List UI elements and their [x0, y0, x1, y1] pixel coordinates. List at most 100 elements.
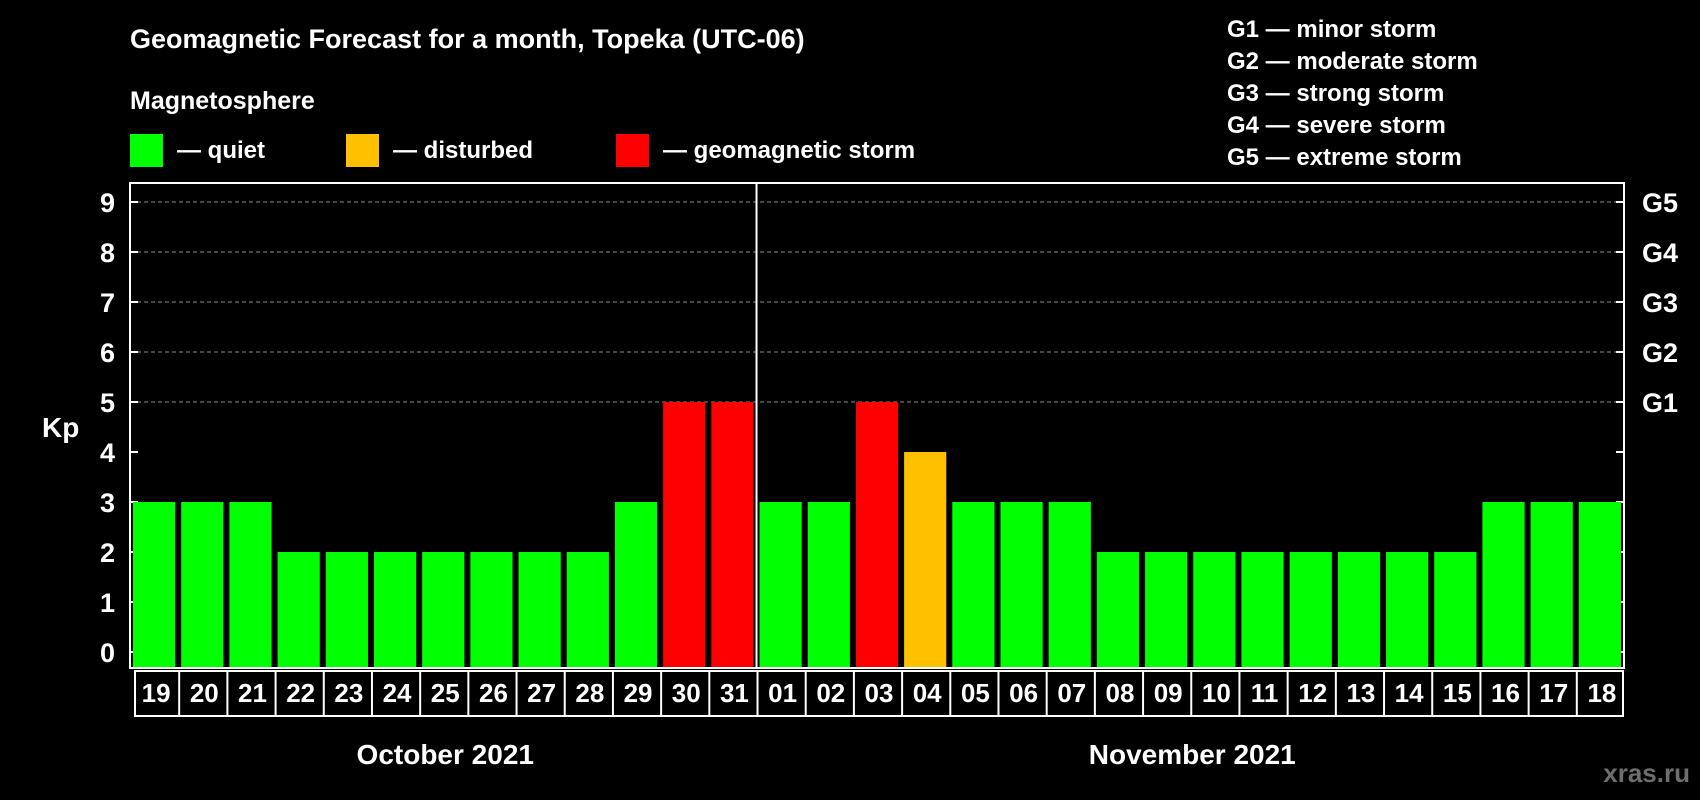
bar	[807, 502, 850, 667]
bar	[1145, 552, 1188, 667]
bar	[1241, 552, 1284, 667]
x-tick-label: 03	[865, 678, 894, 708]
x-tick-label: 24	[383, 678, 412, 708]
x-tick-label: 07	[1057, 678, 1086, 708]
x-tick-label: 22	[286, 678, 315, 708]
bar	[855, 402, 899, 667]
x-tick-label: 21	[238, 678, 267, 708]
bar	[952, 502, 995, 667]
bar	[133, 502, 176, 667]
bar	[1096, 552, 1140, 667]
x-tick-label: 28	[575, 678, 604, 708]
legend-swatch-storm	[616, 134, 649, 167]
storm-scale-g4: G4 — severe storm	[1227, 112, 1446, 139]
x-tick-label: 04	[913, 678, 942, 708]
bar	[1000, 502, 1043, 667]
y-tick-label: 9	[100, 188, 115, 218]
x-tick-label: 11	[1251, 678, 1279, 708]
bar	[181, 502, 224, 667]
x-tick-label: 02	[816, 678, 845, 708]
bar	[759, 502, 802, 667]
storm-level-label: G4	[1642, 238, 1678, 268]
x-tick-label: 26	[479, 678, 508, 708]
x-tick-label: 17	[1539, 678, 1568, 708]
storm-level-label: G5	[1642, 188, 1678, 218]
x-tick-label: 06	[1009, 678, 1038, 708]
bar	[1386, 552, 1429, 667]
bar	[470, 552, 513, 667]
x-tick-label: 12	[1298, 678, 1327, 708]
watermark: xras.ru	[1603, 758, 1690, 788]
x-tick-label: 18	[1587, 678, 1616, 708]
legend: — quiet — disturbed — geomagnetic storm	[130, 134, 915, 167]
bar	[1048, 502, 1091, 667]
bar	[711, 402, 754, 667]
bar	[614, 502, 658, 667]
x-tick-label: 19	[142, 678, 171, 708]
storm-scale-legend: G1 — minor storm G2 — moderate storm G3 …	[1227, 16, 1478, 171]
bar	[373, 552, 417, 667]
plot-frame	[129, 182, 1625, 669]
y-tick-label: 6	[100, 338, 115, 368]
x-tick-label: 27	[527, 678, 556, 708]
x-tick-label: 20	[190, 678, 219, 708]
x-tick-label: 10	[1202, 678, 1231, 708]
y-tick-label: 2	[100, 538, 115, 568]
storm-level-label: G1	[1642, 388, 1678, 418]
legend-swatch-quiet	[130, 134, 163, 167]
bar	[1193, 552, 1236, 667]
x-tick-label: 29	[624, 678, 653, 708]
x-tick-label: 30	[672, 678, 701, 708]
bar	[1578, 502, 1621, 667]
date-row-frame	[134, 670, 1624, 717]
bar	[1482, 502, 1525, 667]
bar	[229, 502, 272, 667]
month-label: November 2021	[1089, 739, 1296, 770]
legend-label-disturbed: — disturbed	[393, 137, 533, 164]
y-tick-label: 4	[100, 438, 115, 468]
y-tick-label: 5	[100, 388, 115, 418]
y-tick-label: 0	[100, 638, 115, 668]
legend-label-quiet: — quiet	[177, 137, 265, 164]
storm-level-label: G3	[1642, 288, 1678, 318]
x-tick-label: 23	[334, 678, 363, 708]
x-tick-label: 14	[1395, 678, 1424, 708]
legend-label-storm: — geomagnetic storm	[663, 137, 915, 164]
x-tick-label: 25	[431, 678, 460, 708]
bar	[566, 552, 609, 667]
storm-scale-g3: G3 — strong storm	[1227, 80, 1444, 107]
bar	[1337, 552, 1381, 667]
y-tick-label: 3	[100, 488, 115, 518]
bar	[904, 452, 947, 667]
y-axis-label: Kp	[42, 412, 79, 443]
storm-level-label: G2	[1642, 338, 1678, 368]
bar	[422, 552, 465, 667]
storm-scale-g5: G5 — extreme storm	[1227, 144, 1462, 171]
bar	[663, 402, 706, 667]
month-label: October 2021	[357, 739, 534, 770]
bar	[325, 552, 368, 667]
legend-swatch-disturbed	[346, 134, 379, 167]
bar	[1289, 552, 1332, 667]
bar	[1434, 552, 1477, 667]
bar	[1530, 502, 1573, 667]
x-tick-label: 15	[1443, 678, 1472, 708]
bar	[277, 552, 320, 667]
x-tick-label: 05	[961, 678, 990, 708]
x-tick-label: 31	[720, 678, 749, 708]
x-tick-label: 16	[1491, 678, 1520, 708]
chart-title: Geomagnetic Forecast for a month, Topeka…	[130, 24, 805, 54]
chart-subtitle: Magnetosphere	[130, 87, 315, 115]
storm-scale-g2: G2 — moderate storm	[1227, 48, 1478, 75]
y-tick-label: 1	[100, 588, 115, 618]
storm-scale-g1: G1 — minor storm	[1227, 16, 1436, 43]
bar	[518, 552, 561, 667]
y-tick-label: 8	[100, 238, 115, 268]
x-tick-label: 13	[1346, 678, 1375, 708]
x-tick-label: 09	[1154, 678, 1183, 708]
y-tick-label: 7	[100, 288, 115, 318]
x-tick-label: 08	[1106, 678, 1135, 708]
x-tick-label: 01	[768, 678, 797, 708]
